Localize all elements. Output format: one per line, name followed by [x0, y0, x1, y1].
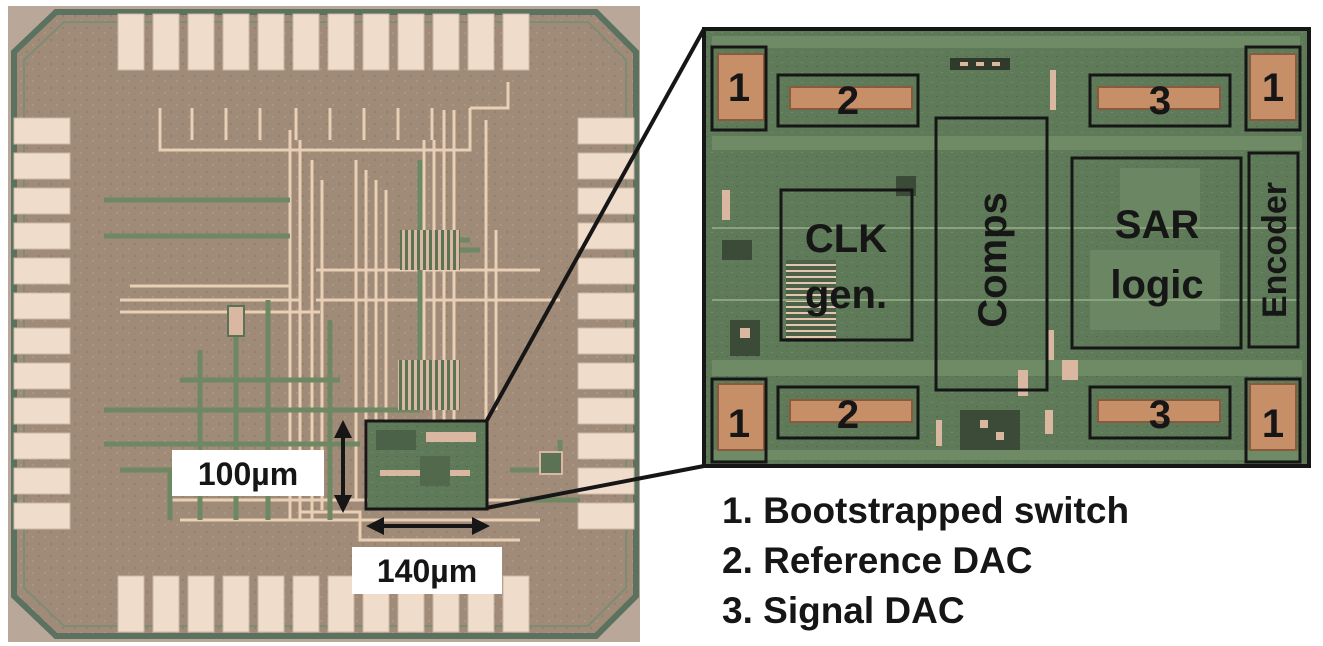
bond-pad: [577, 257, 635, 285]
bond-pad: [467, 13, 495, 71]
legend: 1. Bootstrapped switch 2. Reference DAC …: [722, 486, 1129, 636]
legend-item-signal-dac: 3. Signal DAC: [722, 590, 965, 631]
bond-pad: [257, 13, 285, 71]
bond-pad: [152, 575, 180, 633]
marker-signal-dac-top: 3: [1149, 79, 1171, 123]
marker-ref-dac-top: 2: [837, 79, 859, 123]
marker-switch-bottom-right: 1: [1262, 402, 1284, 446]
bond-pad: [13, 397, 71, 425]
clk-gen-box: [779, 188, 914, 342]
bond-pad: [13, 257, 71, 285]
bond-pad: [187, 575, 215, 633]
sar-logic-box: [1070, 156, 1243, 350]
bond-pad: [13, 117, 71, 145]
core-highlight-box: [364, 419, 489, 511]
bond-pad: [117, 575, 145, 633]
bond-pad: [362, 13, 390, 71]
bond-pad: [13, 467, 71, 495]
width-dimension-label: 140µm: [377, 553, 477, 589]
block-names: CLK gen. Comps SAR logic Encoder: [805, 182, 1294, 328]
bond-pad: [13, 187, 71, 215]
block-outlines: [710, 45, 1302, 464]
marker-switch-bottom-left: 1: [728, 402, 750, 446]
encoder-box: [1247, 151, 1300, 349]
signal-dac-box-bottom: [1088, 385, 1232, 440]
bond-pad: [577, 362, 635, 390]
switch-box-bottom-right: [1244, 377, 1302, 464]
switch-box-top-right: [1244, 45, 1302, 132]
ref-dac-box-top: [776, 73, 920, 128]
bond-pad: [577, 292, 635, 320]
die-octagon: [11, 9, 639, 639]
dimension-arrows: [334, 420, 490, 535]
core-region: [364, 419, 489, 511]
switch-box-bottom-left: [710, 377, 768, 464]
encoder-label: Encoder: [1256, 182, 1294, 318]
bond-pad: [257, 575, 285, 633]
bond-pad: [577, 152, 635, 180]
bond-pad: [327, 13, 355, 71]
marker-signal-dac-bottom: 3: [1149, 393, 1171, 437]
zoom-frame: [702, 27, 1311, 468]
bond-pad: [292, 575, 320, 633]
switch-box-top-left: [710, 45, 768, 132]
bond-pad: [327, 575, 355, 633]
bond-pad: [187, 13, 215, 71]
logic-array: [227, 230, 563, 475]
zoom-texture: [712, 36, 1302, 460]
bond-pad: [222, 575, 250, 633]
sar-logic-label-line-1: SAR: [1115, 203, 1200, 247]
bond-pad: [13, 292, 71, 320]
bond-pad: [577, 187, 635, 215]
dac-arrays: [717, 53, 1297, 451]
bond-pad: [13, 152, 71, 180]
signal-dac-box-top: [1088, 73, 1232, 128]
bond-pad: [13, 327, 71, 355]
bond-pad: [502, 575, 530, 633]
comps-box: [934, 116, 1049, 392]
legend-item-bootstrapped-switch: 1. Bootstrapped switch: [722, 490, 1130, 531]
sar-logic-label-line-2: logic: [1110, 263, 1203, 307]
bond-pad: [577, 117, 635, 145]
marker-switch-top-right: 1: [1262, 66, 1284, 110]
clk-gen-label-line-1: CLK: [805, 217, 887, 261]
marker-ref-dac-bottom: 2: [837, 393, 859, 437]
bond-pad: [397, 13, 425, 71]
legend-item-reference-dac: 2. Reference DAC: [722, 540, 1033, 581]
height-label-box: [172, 450, 324, 496]
bond-pad: [13, 502, 71, 530]
bond-pad: [577, 327, 635, 355]
zoom-view: 1 2 3 1 1 2 3 1 CLK gen. Comps SAR logic…: [702, 27, 1311, 468]
bond-pad: [577, 397, 635, 425]
marker-switch-top-left: 1: [728, 66, 750, 110]
comps-label: Comps: [971, 192, 1015, 328]
bond-pad: [13, 362, 71, 390]
bond-pad: [13, 432, 71, 460]
bond-pad: [577, 432, 635, 460]
zoom-connector-lines: [484, 28, 706, 510]
bond-pad: [502, 13, 530, 71]
ref-dac-box-bottom: [776, 385, 920, 440]
bond-pad: [222, 13, 250, 71]
bond-pad: [432, 13, 460, 71]
bond-pad: [577, 502, 635, 530]
bond-pad: [292, 13, 320, 71]
die-photo: 100µm 140µm: [8, 6, 640, 642]
block-markers: 1 2 3 1 1 2 3 1: [728, 66, 1284, 446]
width-label-box: [352, 547, 502, 594]
bond-pad: [13, 222, 71, 250]
clk-gen-label-line-2: gen.: [805, 273, 887, 317]
height-dimension-label: 100µm: [198, 456, 298, 492]
bond-pad: [152, 13, 180, 71]
bond-pad: [117, 13, 145, 71]
